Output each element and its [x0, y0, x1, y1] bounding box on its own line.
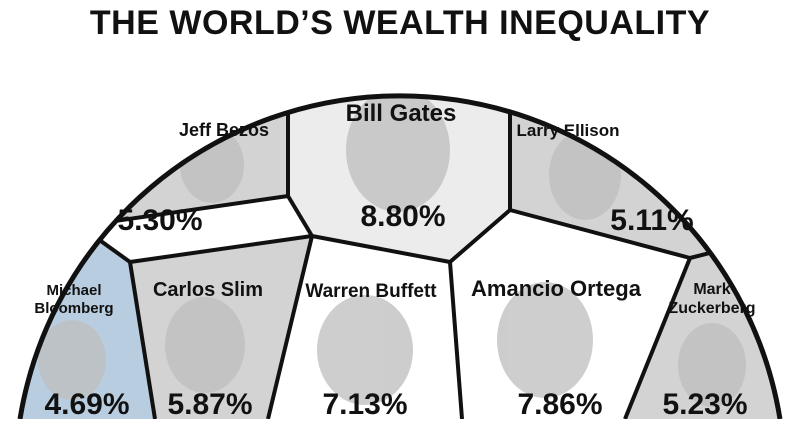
name-mark-zuckerberg-line2: Zuckerberg	[668, 299, 756, 317]
share-larry-ellison: 5.11%	[610, 204, 694, 237]
name-amancio-ortega: Amancio Ortega	[471, 276, 641, 301]
name-michael-bloomberg: Michael Bloomberg	[34, 282, 113, 317]
share-warren-buffett: 7.13%	[322, 388, 408, 421]
share-amancio-ortega: 7.86%	[517, 388, 603, 421]
portrait-amancio-ortega	[497, 282, 593, 398]
name-bill-gates: Bill Gates	[345, 100, 457, 127]
name-michael-bloomberg-line1: Michael	[46, 282, 102, 299]
name-larry-ellison: Larry Ellison	[516, 121, 620, 140]
name-mark-zuckerberg: Mark Zuckerberg	[668, 281, 755, 319]
panel-jeff-bezos	[80, 196, 312, 262]
portrait-michael-bloomberg	[38, 320, 106, 400]
name-warren-buffett: Warren Buffett	[305, 281, 437, 302]
name-jeff-bezos: Jeff Bezos	[178, 120, 270, 140]
portrait-warren-buffett	[317, 295, 413, 405]
share-bill-gates: 8.80%	[360, 200, 446, 233]
share-michael-bloomberg: 4.69%	[44, 388, 130, 421]
portrait-mark-zuckerberg	[678, 323, 746, 407]
name-michael-bloomberg-line2: Bloomberg	[34, 299, 114, 317]
share-jeff-bezos: 5.30%	[117, 204, 203, 237]
portrait-carlos-slim	[165, 297, 245, 393]
name-mark-zuckerberg-line1: Mark	[693, 281, 731, 298]
share-carlos-slim: 5.87%	[167, 388, 253, 421]
share-mark-zuckerberg: 5.23%	[662, 388, 748, 421]
portrait-bill-gates	[346, 95, 450, 212]
dome-outline	[17, 93, 783, 419]
name-carlos-slim: Carlos Slim	[152, 279, 264, 301]
page-title: THE WORLD’S WEALTH INEQUALITY	[89, 4, 711, 42]
